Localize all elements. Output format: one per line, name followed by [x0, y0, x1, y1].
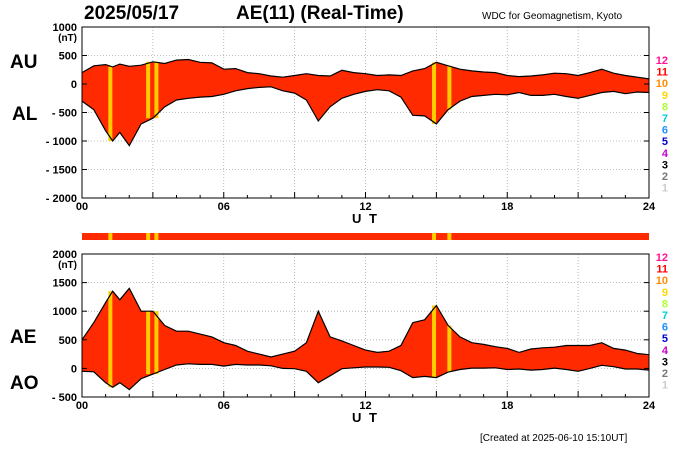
- y-axis-unit: (nT): [58, 260, 77, 271]
- y-tick-label: - 2000: [46, 193, 77, 205]
- x-tick-label: 18: [501, 201, 513, 213]
- scale-label-8: 8: [662, 101, 668, 113]
- source-label: WDC for Geomagnetism, Kyoto: [482, 11, 623, 22]
- al-label: AL: [12, 104, 38, 125]
- activity-strip-highlight: [447, 233, 452, 240]
- scale-label-10: 10: [656, 275, 668, 287]
- x-tick-label: 00: [76, 201, 88, 213]
- scale-label-4: 4: [662, 148, 669, 160]
- highlight-bar: [108, 291, 113, 388]
- y-tick-label: 0: [71, 363, 77, 375]
- ae-label: AE: [10, 327, 37, 348]
- scale-label-9: 9: [662, 90, 668, 102]
- scale-label-5: 5: [662, 333, 668, 345]
- scale-label-3: 3: [662, 356, 668, 368]
- y-tick-label: - 500: [52, 108, 77, 120]
- scale-label-5: 5: [662, 136, 668, 148]
- band-fill-au-al: [82, 59, 649, 146]
- highlight-bar: [146, 61, 151, 119]
- band-fill-ae-ao: [82, 288, 649, 390]
- scale-label-2: 2: [662, 368, 668, 380]
- series-line-ae: [81, 287, 650, 358]
- x-tick-label: 06: [218, 400, 230, 412]
- highlight-bar: [108, 66, 113, 141]
- scale-label-1: 1: [662, 380, 668, 392]
- highlight-bar: [447, 325, 452, 373]
- scale-label-6: 6: [662, 322, 668, 334]
- x-tick-label: 12: [359, 201, 371, 213]
- scale-label-7: 7: [662, 310, 668, 322]
- x-tick-label: 18: [501, 400, 513, 412]
- scale-label-7: 7: [662, 113, 668, 125]
- scale-label-11: 11: [656, 67, 668, 79]
- y-tick-label: 1000: [53, 306, 77, 318]
- x-tick-label: 12: [359, 400, 371, 412]
- highlight-bar: [447, 65, 452, 110]
- y-tick-label: 2000: [53, 249, 77, 261]
- y-tick-label: 1000: [53, 22, 77, 34]
- series-line-ao: [81, 363, 650, 391]
- chart-title: AE(11) (Real-Time): [236, 3, 404, 24]
- highlight-bar: [432, 305, 437, 378]
- scale-label-3: 3: [662, 159, 668, 171]
- plot-frame: [81, 26, 650, 199]
- highlight-bar: [154, 61, 159, 119]
- activity-strip-highlight: [108, 233, 113, 240]
- scale-label-12: 12: [656, 252, 668, 264]
- activity-strip-highlight: [154, 233, 159, 240]
- highlight-bar: [432, 62, 437, 124]
- au-label: AU: [10, 52, 38, 73]
- scale-label-9: 9: [662, 287, 668, 299]
- x-tick-label: 00: [76, 400, 88, 412]
- y-tick-label: - 1000: [46, 136, 77, 148]
- y-tick-label: - 1500: [46, 165, 77, 177]
- x-tick-label: 24: [643, 201, 656, 213]
- scale-label-6: 6: [662, 125, 668, 137]
- activity-strip: [82, 233, 649, 240]
- created-timestamp: [Created at 2025-06-10 15:10UT]: [480, 433, 628, 444]
- x-tick-label: 06: [218, 201, 230, 213]
- scale-label-2: 2: [662, 171, 668, 183]
- activity-strip-highlight: [432, 233, 437, 240]
- y-axis-unit: (nT): [58, 33, 77, 44]
- scale-label-11: 11: [656, 264, 668, 276]
- y-tick-label: 500: [59, 51, 77, 63]
- scale-label-10: 10: [656, 78, 668, 90]
- x-axis-title: U T: [352, 410, 379, 425]
- scale-label-12: 12: [656, 55, 668, 67]
- y-tick-label: - 500: [52, 392, 77, 404]
- y-tick-label: 500: [59, 335, 77, 347]
- ao-label: AO: [10, 373, 39, 394]
- y-tick-label: 0: [71, 79, 77, 91]
- highlight-bar: [154, 311, 159, 375]
- date-label: 2025/05/17: [84, 3, 180, 24]
- scale-label-8: 8: [662, 298, 668, 310]
- series-line-al: [81, 86, 650, 147]
- highlight-bar: [146, 311, 151, 375]
- scale-label-4: 4: [662, 345, 669, 357]
- series-line-au: [81, 58, 650, 80]
- y-tick-label: 1500: [53, 278, 77, 290]
- activity-strip-highlight: [146, 233, 151, 240]
- scale-label-1: 1: [662, 183, 668, 195]
- x-tick-label: 24: [643, 400, 656, 412]
- x-axis-title: U T: [352, 211, 379, 226]
